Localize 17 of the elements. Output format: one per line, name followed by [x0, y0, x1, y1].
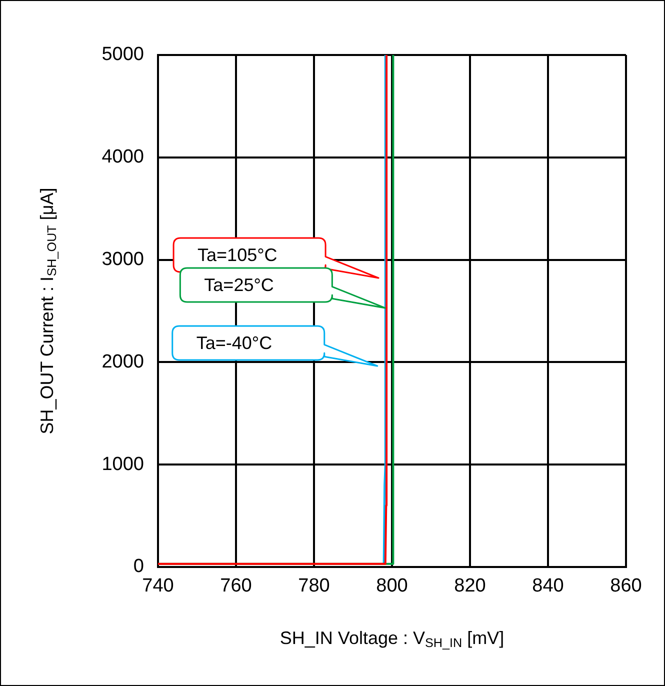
x-tick-label: 760 — [220, 576, 252, 597]
y-tick-label: 4000 — [102, 146, 144, 168]
x-tick-label: 820 — [454, 576, 486, 597]
y-tick-label: 5000 — [102, 44, 144, 66]
y-tick-label: 0 — [133, 556, 144, 578]
y-axis-title: SH_OUT Current : ISH_OUT [μA] — [36, 188, 59, 434]
y-tick-label: 2000 — [102, 351, 144, 372]
text: Ta=105°C — [198, 244, 278, 265]
x-tick-label: 780 — [298, 576, 330, 597]
y-tick-label: 1000 — [102, 454, 144, 475]
x-tick-label: 860 — [610, 576, 642, 597]
x-tick-label: 800 — [376, 576, 408, 597]
text: Ta=25°C — [204, 274, 274, 295]
text: Ta=-40°C — [196, 332, 272, 353]
y-tick-label: 3000 — [102, 249, 144, 270]
x-tick-label: 840 — [532, 576, 564, 597]
x-tick-label: 740 — [142, 576, 174, 597]
